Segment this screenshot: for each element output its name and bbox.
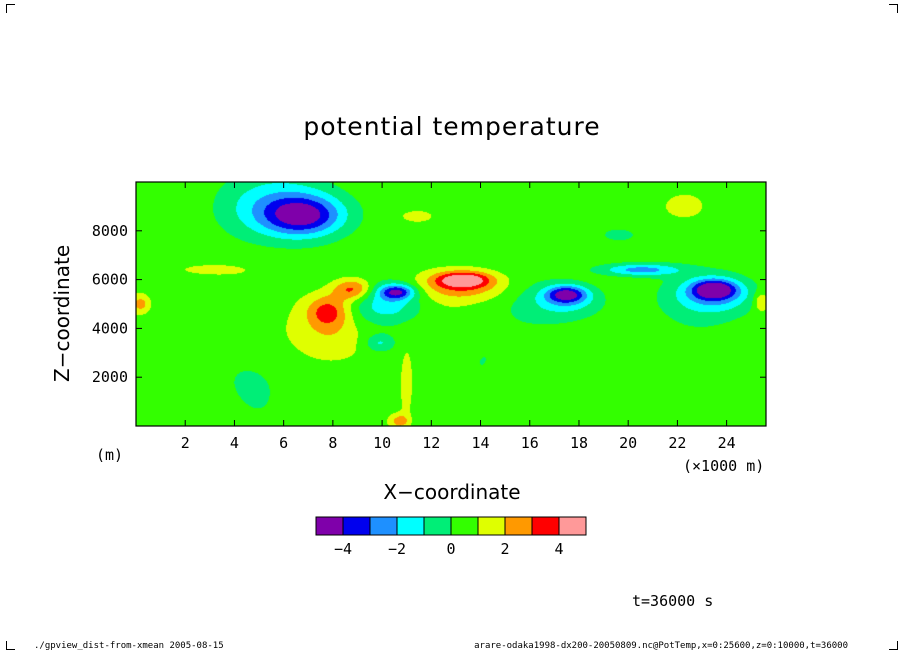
chart-title: potential temperature xyxy=(303,112,601,141)
corner-mark-top-left xyxy=(6,4,15,13)
colorbar-swatch xyxy=(369,516,398,536)
footer-right-text: arare-odaka1998-dx200-20050809.nc@PotTem… xyxy=(474,641,848,651)
colorbar-swatch xyxy=(558,516,587,536)
colorbar-swatch xyxy=(315,516,344,536)
x-axis-unit: (×1000 m) xyxy=(683,457,765,475)
colorbar: −4 −2 0 2 4 xyxy=(315,516,587,558)
corner-mark-bottom-left xyxy=(6,641,15,650)
colorbar-tick-label: 4 xyxy=(554,540,563,558)
corner-mark-top-right xyxy=(889,4,898,13)
time-label: t=36000 s xyxy=(632,592,714,610)
colorbar-swatch xyxy=(450,516,479,536)
y-axis-ticks: 2000 4000 6000 8000 xyxy=(92,222,766,386)
x-tick-label: 20 xyxy=(619,434,637,452)
colorbar-swatch xyxy=(423,516,452,536)
x-tick-label: 16 xyxy=(521,434,539,452)
x-axis-ticks: 2 4 6 8 10 12 14 16 18 20 22 24 xyxy=(181,182,736,452)
y-tick-label: 8000 xyxy=(92,222,128,240)
x-tick-label: 4 xyxy=(230,434,239,452)
corner-mark-bottom-right xyxy=(889,641,898,650)
x-tick-label: 8 xyxy=(328,434,337,452)
colorbar-tick-label: 0 xyxy=(446,540,455,558)
plot-frame xyxy=(135,181,767,427)
y-tick-label: 6000 xyxy=(92,271,128,289)
x-tick-label: 2 xyxy=(181,434,190,452)
colorbar-tick-label: 2 xyxy=(500,540,509,558)
x-axis-label: X−coordinate xyxy=(383,480,521,504)
contour-field-image xyxy=(136,182,766,426)
colorbar-swatch xyxy=(531,516,560,536)
x-tick-label: 24 xyxy=(718,434,736,452)
x-tick-label: 6 xyxy=(279,434,288,452)
colorbar-tick-label: −4 xyxy=(334,540,352,558)
x-tick-label: 22 xyxy=(668,434,686,452)
x-tick-label: 10 xyxy=(373,434,391,452)
y-axis-label: Z−coordinate xyxy=(50,244,74,382)
colorbar-swatch xyxy=(342,516,371,536)
colorbar-tick-label: −2 xyxy=(388,540,406,558)
footer-left-text: ./gpview_dist-from-xmean 2005-08-15 xyxy=(34,641,224,651)
y-axis-unit: (m) xyxy=(96,446,124,464)
x-tick-label: 18 xyxy=(570,434,588,452)
y-tick-label: 4000 xyxy=(92,319,128,337)
colorbar-swatch xyxy=(504,516,533,536)
x-tick-label: 12 xyxy=(422,434,440,452)
colorbar-swatch xyxy=(477,516,506,536)
contour-field xyxy=(136,182,766,426)
x-tick-label: 14 xyxy=(472,434,490,452)
y-tick-label: 2000 xyxy=(92,368,128,386)
colorbar-swatch xyxy=(396,516,425,536)
